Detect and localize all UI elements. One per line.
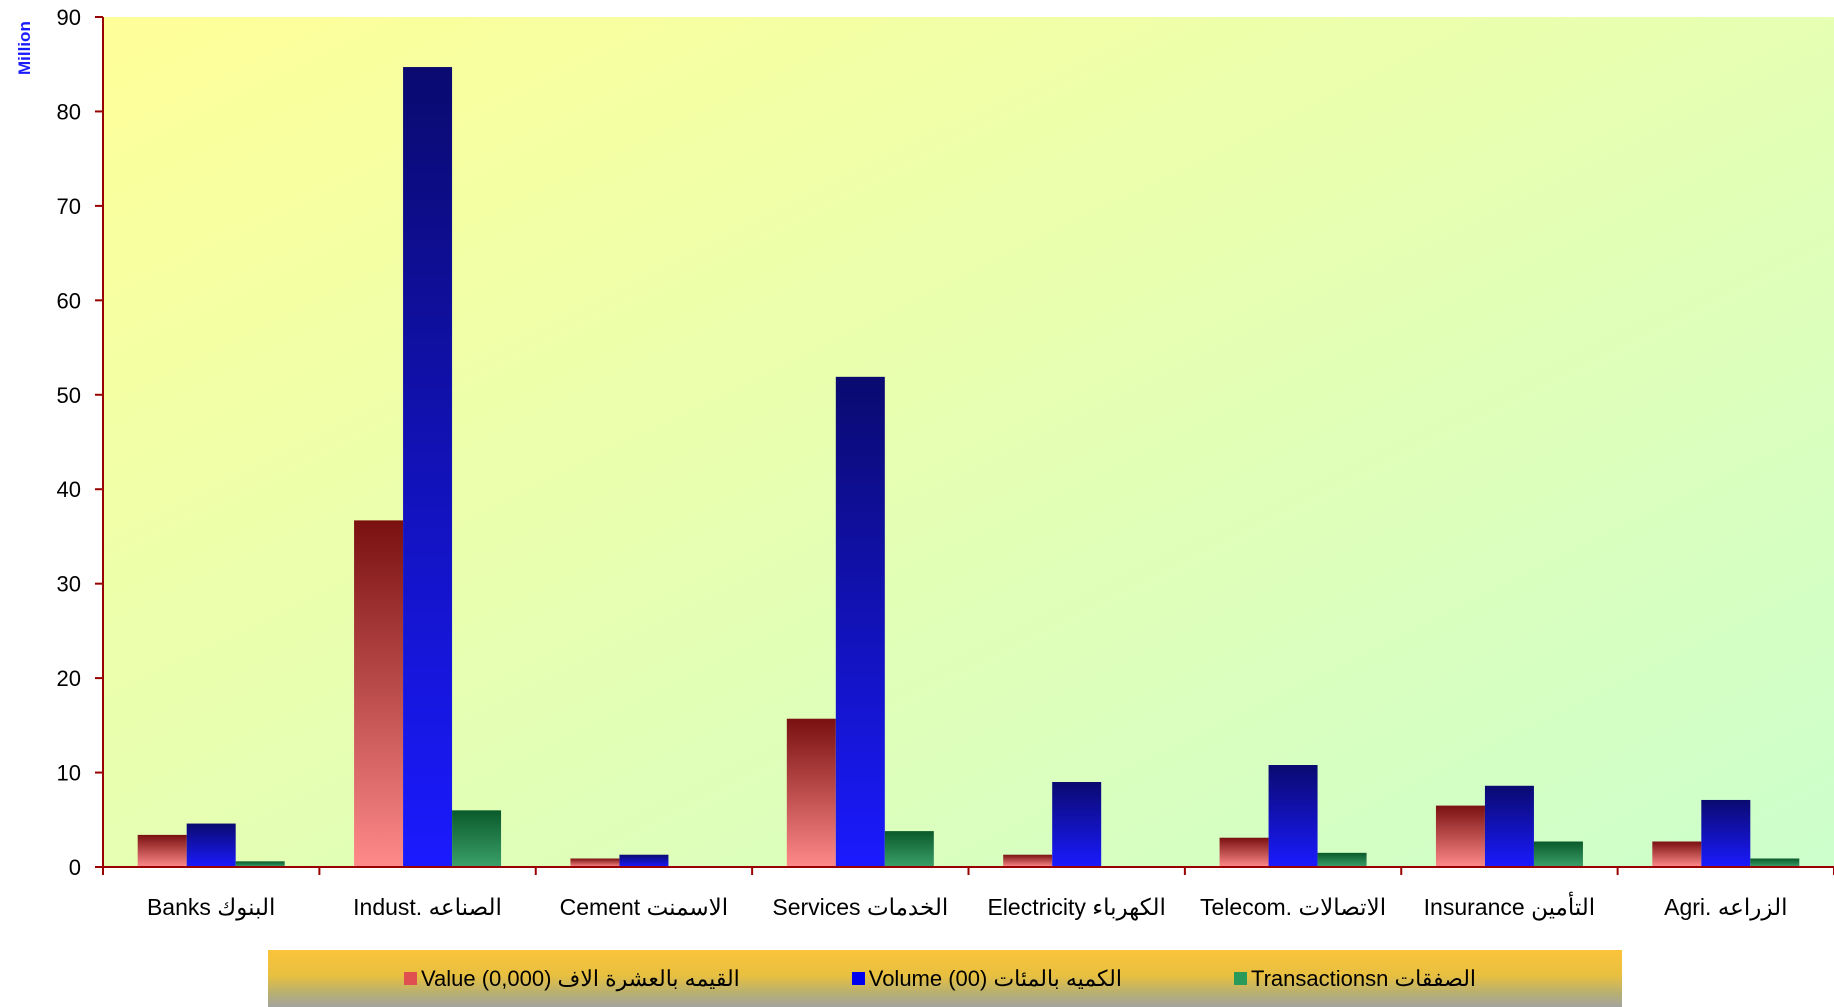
y-tick-label: 10 <box>57 761 81 786</box>
x-category-label: Insurance التأمين <box>1424 891 1596 921</box>
y-tick-label: 30 <box>57 572 81 597</box>
legend-swatch-volume <box>851 972 865 985</box>
bar-volume <box>403 67 453 868</box>
bar-value <box>137 834 187 867</box>
legend-swatch-value <box>403 972 417 985</box>
bar-transactions <box>1750 858 1800 867</box>
bar-volume <box>1701 799 1751 867</box>
y-tick-label: 60 <box>57 288 81 313</box>
bar-transactions <box>884 831 934 867</box>
bar-volume <box>1268 765 1318 867</box>
bar-transactions <box>452 810 502 867</box>
bars-group <box>137 67 1800 868</box>
bar-volume <box>619 854 669 867</box>
bar-value <box>1003 854 1053 867</box>
legend-label-volume: Volume (00) الكميه بالمئات <box>868 965 1122 991</box>
y-tick-label: 50 <box>57 383 81 408</box>
unit-label: Million <box>15 21 34 75</box>
bar-value <box>1435 805 1485 867</box>
legend-item-volume: Volume (00) الكميه بالمئات <box>851 965 1122 992</box>
legend-label-value: Value (0,000) القيمه بالعشرة الاف <box>420 965 740 991</box>
x-category-label: Agri. الزراعه <box>1664 894 1787 921</box>
bar-transactions <box>1317 852 1367 867</box>
bar-volume <box>186 823 236 867</box>
bar-transactions <box>1533 841 1583 867</box>
bar-volume <box>835 376 885 867</box>
y-tick-label: 20 <box>57 666 81 691</box>
y-tick-label: 0 <box>69 855 81 880</box>
legend-item-value: Value (0,000) القيمه بالعشرة الاف <box>403 965 740 992</box>
bar-transactions <box>235 861 285 867</box>
y-tick-label: 80 <box>57 99 81 124</box>
y-tick-label: 40 <box>57 477 81 502</box>
legend-item-transactions: Transactionsn الصفقات <box>1233 965 1477 992</box>
x-axis-ticks: Banks البنوك Indust. الصناعه Cement الاسمن… <box>102 867 1834 921</box>
bar-value <box>1652 841 1702 867</box>
y-tick-label: 70 <box>57 194 81 219</box>
x-category-label: Banks البنوك <box>147 894 275 921</box>
x-category-label: Services الخدمات <box>772 894 948 920</box>
y-tick-label: 90 <box>57 5 81 30</box>
bar-value <box>786 718 836 867</box>
bar-value <box>570 858 620 867</box>
bar-value <box>354 520 404 867</box>
legend: Value (0,000) القيمه بالعشرة الاف Volume… <box>268 950 1622 1007</box>
x-category-label: Indust. الصناعه <box>353 894 502 920</box>
x-category-label: Electricity الكهرباء <box>987 894 1165 921</box>
bar-volume <box>1052 782 1102 867</box>
legend-swatch-transactions <box>1233 972 1247 985</box>
x-category-label: Telecom. الاتصالات <box>1200 894 1386 920</box>
bar-value <box>1219 837 1269 867</box>
bar-volume <box>1484 785 1534 867</box>
x-category-label: Cement الاسمنت <box>560 894 729 920</box>
legend-label-transactions: Transactionsn الصفقات <box>1250 965 1477 991</box>
y-axis-ticks: 0 10 20 30 40 50 60 70 80 90 <box>57 5 103 880</box>
